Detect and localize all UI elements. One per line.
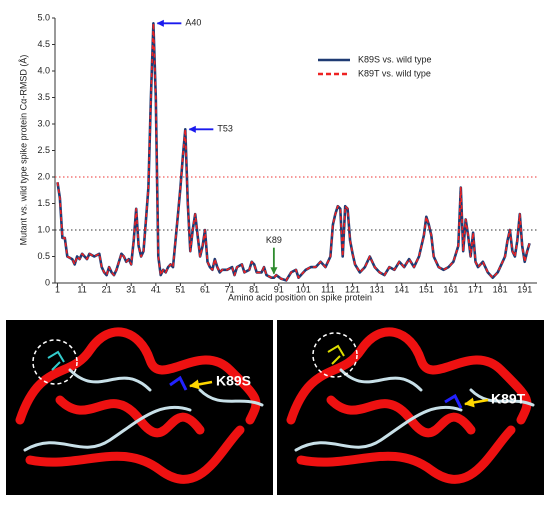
x-tick-label: 141 — [394, 284, 409, 294]
x-tick-label: 121 — [345, 284, 360, 294]
structure-panels: K89S K89T — [6, 320, 544, 495]
annotation-label: T53 — [217, 124, 233, 134]
y-tick-label: 2.5 — [37, 145, 50, 155]
x-tick-label: 131 — [370, 284, 385, 294]
highlight-circle — [32, 339, 78, 385]
x-tick-label: 51 — [175, 284, 185, 294]
x-tick-label: 71 — [225, 284, 235, 294]
protein-ribbon — [15, 327, 535, 484]
highlight-circle — [312, 332, 358, 378]
residue-sticks — [169, 375, 188, 391]
y-tick-label: 1.5 — [37, 198, 50, 208]
legend-label: K89S vs. wild type — [358, 54, 432, 64]
x-tick-label: 171 — [468, 284, 483, 294]
y-tick-label: 4.5 — [37, 39, 50, 49]
x-tick-label: 21 — [102, 284, 112, 294]
y-tick-label: 3.0 — [37, 118, 50, 128]
panel-label: K89T — [491, 391, 526, 407]
chart: Amino acid position on spike protein Mut… — [18, 12, 537, 302]
x-tick-label: 91 — [274, 284, 284, 294]
data-line — [56, 22, 531, 282]
y-tick-label: 0.5 — [37, 251, 50, 261]
residue-sticks — [327, 344, 345, 365]
x-tick-label: 11 — [77, 284, 86, 294]
annotation-label: A40 — [185, 18, 201, 28]
pointer-arrow — [464, 397, 489, 408]
y-tick-label: 1.0 — [37, 224, 50, 234]
y-tick-label: 4.0 — [37, 65, 50, 75]
x-tick-label: 31 — [126, 284, 136, 294]
annotation-label: K89 — [266, 235, 282, 245]
x-tick-label: 161 — [443, 284, 458, 294]
y-tick-label: 3.5 — [37, 92, 50, 102]
x-tick-label: 101 — [296, 284, 311, 294]
y-tick-label: 5.0 — [37, 12, 50, 22]
residue-sticks — [444, 393, 463, 409]
y-tick-label: 2.0 — [37, 171, 50, 181]
x-axis-label: Amino acid position on spike protein — [228, 292, 372, 302]
y-axis-label: Mutant vs. wild type spike protein Cα-RM… — [18, 55, 28, 246]
y-tick-label: 0 — [45, 277, 50, 287]
legend-label: K89T vs. wild type — [358, 68, 431, 78]
x-tick-label: 81 — [249, 284, 259, 294]
pointer-arrow — [189, 379, 213, 390]
x-tick-label: 191 — [517, 284, 532, 294]
x-tick-label: 61 — [200, 284, 210, 294]
x-tick-label: 41 — [151, 284, 161, 294]
x-tick-label: 111 — [321, 284, 335, 294]
residue-sticks — [47, 350, 65, 371]
x-tick-label: 181 — [493, 284, 508, 294]
x-tick-label: 1 — [55, 284, 60, 294]
data-line — [56, 22, 531, 282]
panel-label: K89S — [216, 373, 251, 389]
x-tick-label: 151 — [419, 284, 434, 294]
